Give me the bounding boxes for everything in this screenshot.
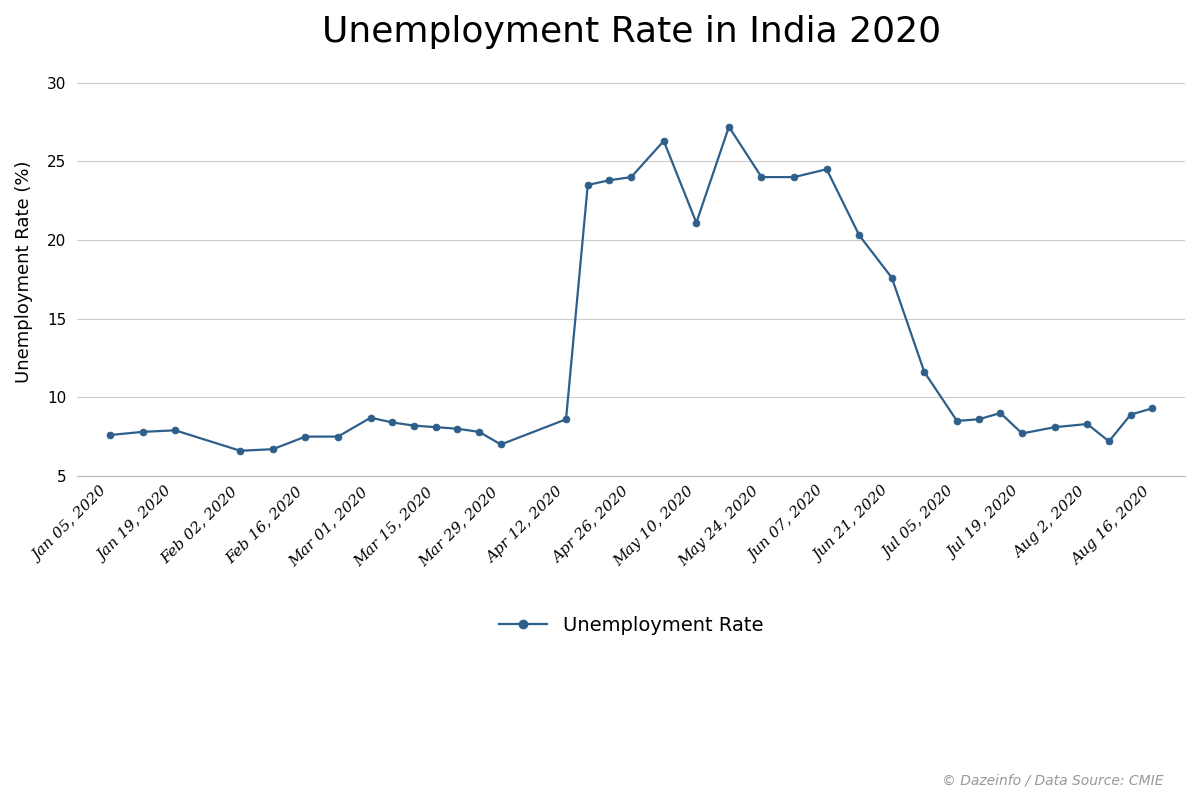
Text: © Dazeinfo / Data Source: CMIE: © Dazeinfo / Data Source: CMIE: [942, 774, 1164, 788]
Y-axis label: Unemployment Rate (%): Unemployment Rate (%): [14, 160, 32, 382]
Title: Unemployment Rate in India 2020: Unemployment Rate in India 2020: [322, 15, 941, 49]
Legend: Unemployment Rate: Unemployment Rate: [491, 608, 772, 643]
